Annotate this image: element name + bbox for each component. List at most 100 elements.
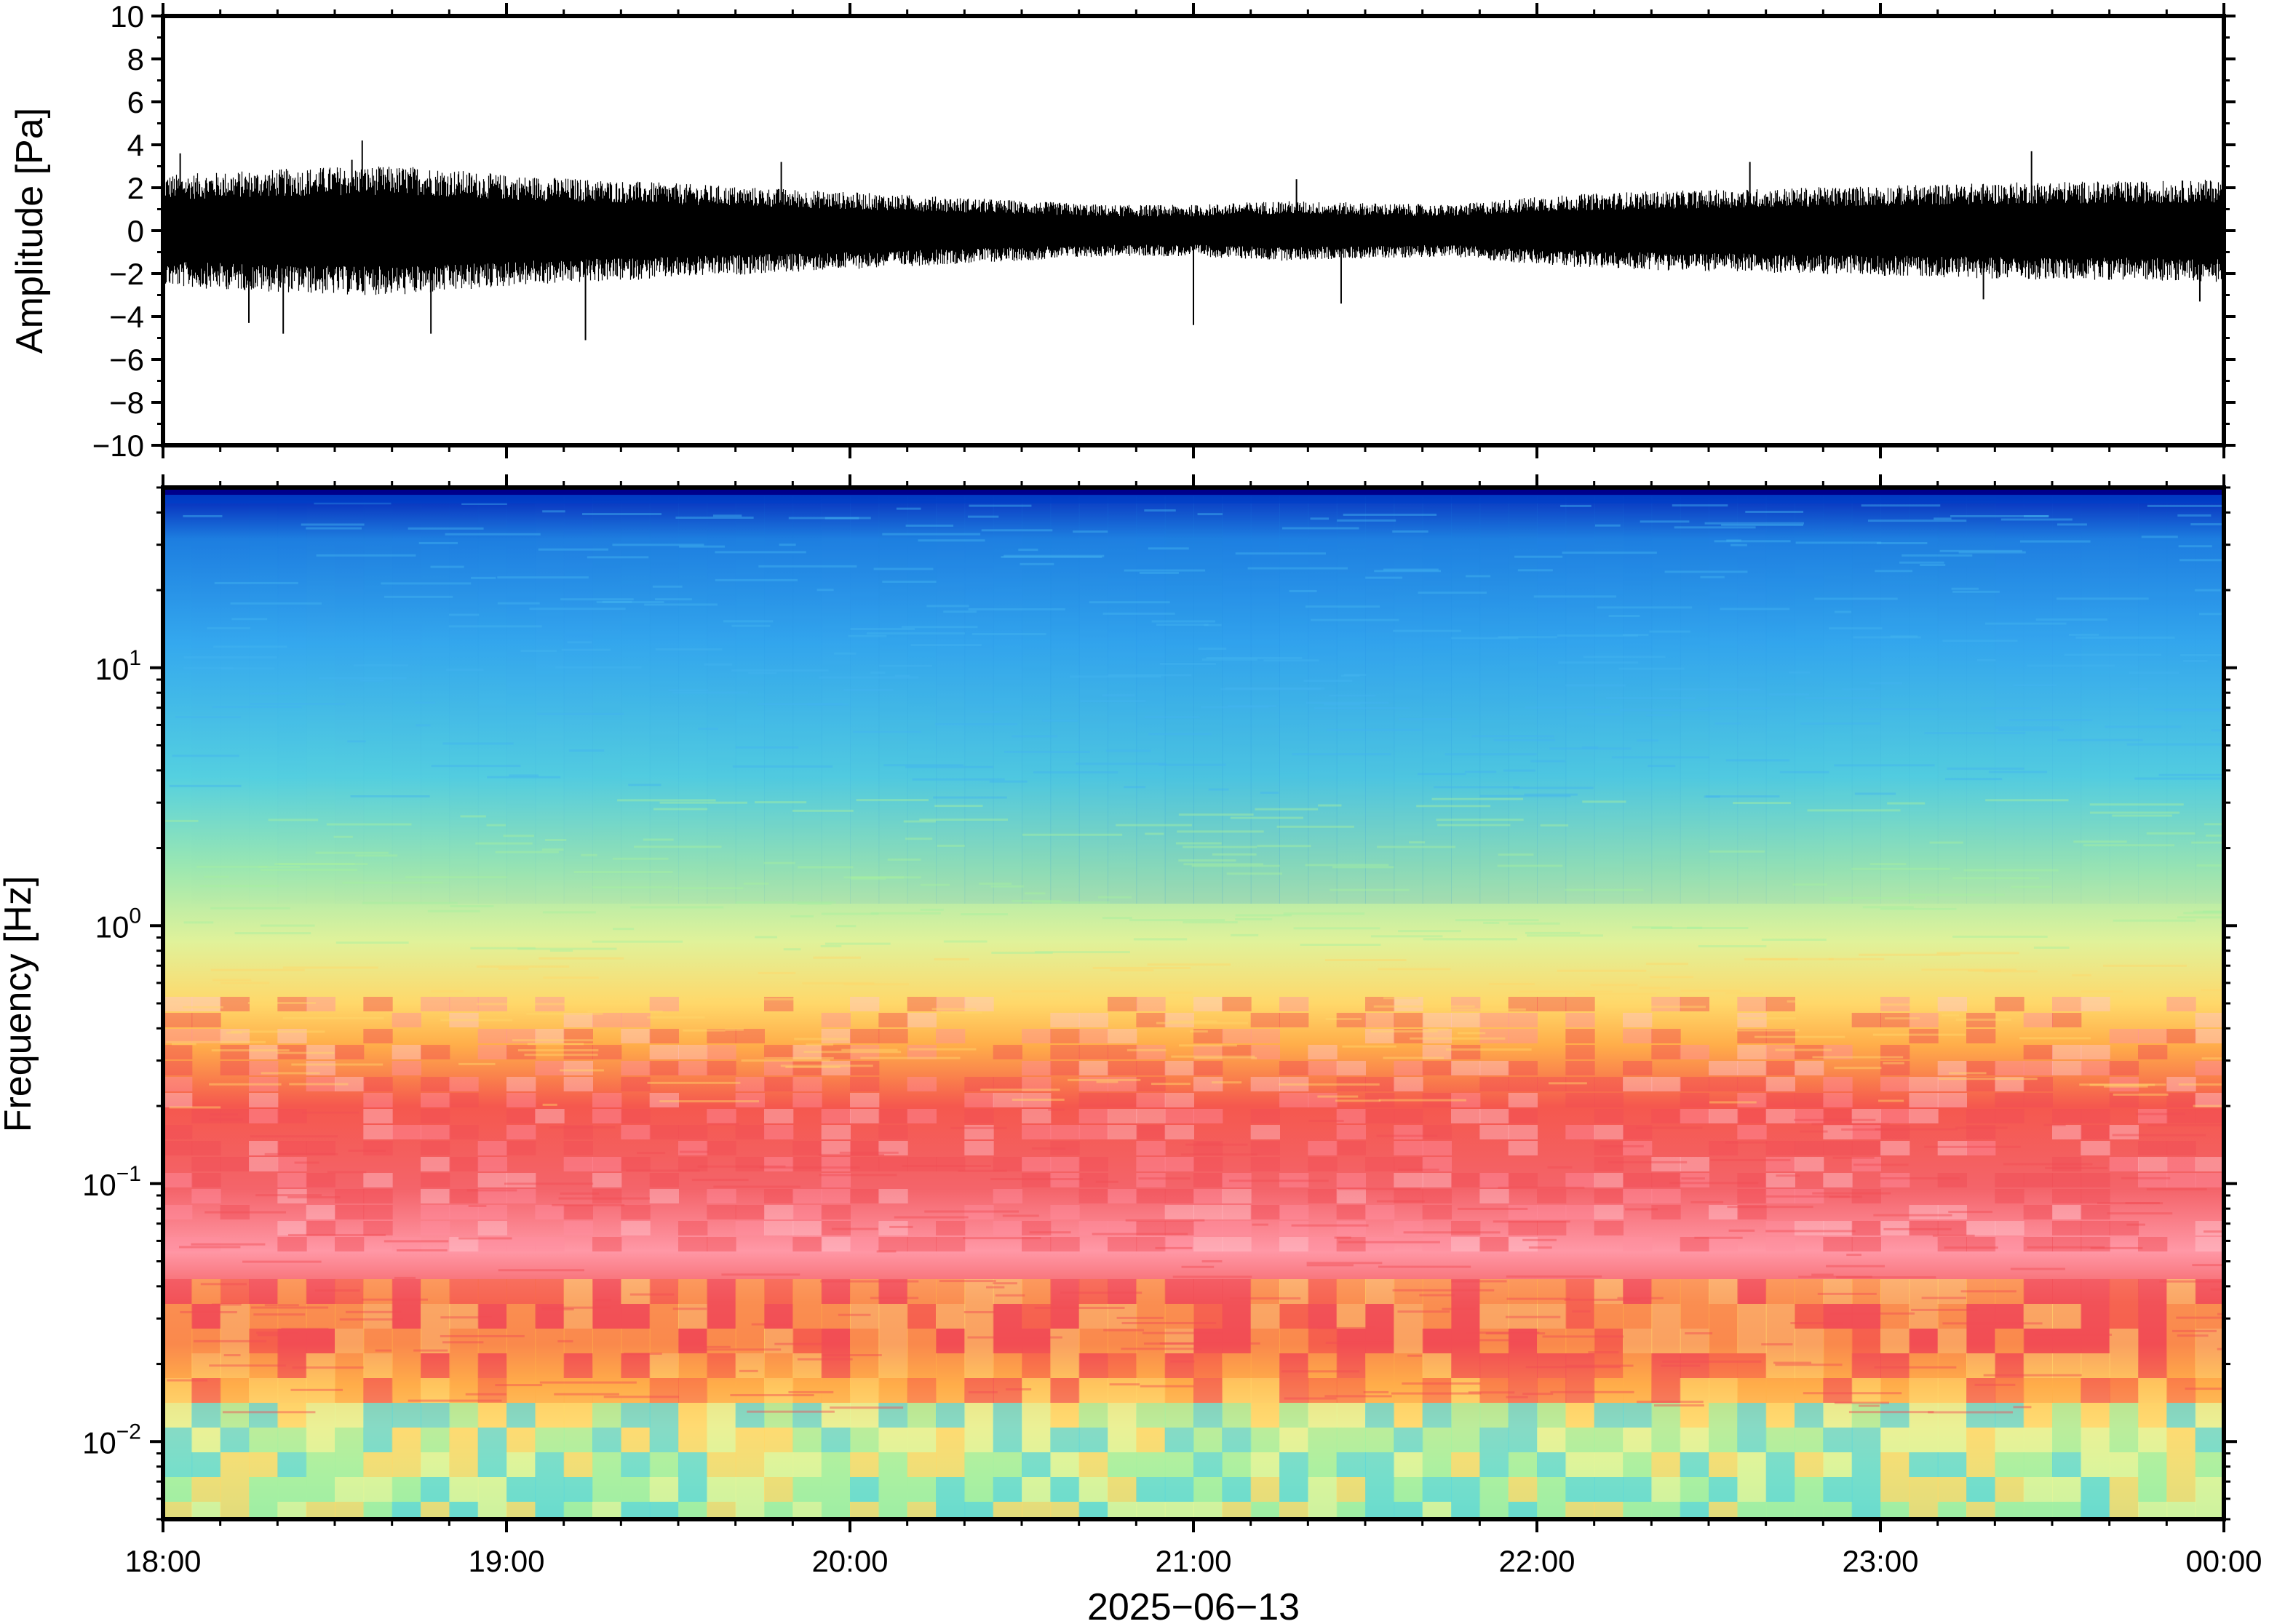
spectrogram-streak xyxy=(1794,1118,1876,1121)
spectrogram-cell-peakband xyxy=(2166,1029,2196,1043)
spectrogram-streak xyxy=(866,632,965,635)
spectrogram-cell-midfreq xyxy=(1537,1353,1567,1378)
spectrogram-streak xyxy=(924,1210,1019,1213)
spectrogram-streak xyxy=(1829,896,1926,899)
spectrogram-streak xyxy=(1497,864,1563,867)
spectrogram-column-hf xyxy=(1823,496,1853,904)
spectrogram-cell-lowfreq xyxy=(335,1477,365,1502)
spectrogram-cell-peakband xyxy=(1222,997,1252,1011)
spectrogram-streak xyxy=(603,1396,680,1398)
spectrogram-cell-peakband xyxy=(2081,1221,2110,1235)
spectrogram-cell-lowfreq xyxy=(1795,1428,1824,1452)
spectrogram-cell-lowfreq xyxy=(1851,1477,1881,1502)
spectrogram-streak xyxy=(995,1294,1025,1297)
spectrogram-cell-midfreq xyxy=(1078,1329,1108,1353)
spectrogram-cell-lowfreq xyxy=(2052,1477,2082,1502)
spectrogram-cell-midfreq xyxy=(1222,1378,1252,1403)
spectrogram-streak xyxy=(785,1066,841,1069)
spectrogram-cell-peakband xyxy=(449,1077,479,1091)
spectrogram-cell-peakband xyxy=(1078,1029,1108,1043)
spectrogram-cell-midfreq xyxy=(1308,1279,1338,1304)
spectrogram-streak xyxy=(747,1410,835,1413)
spectrogram-cell-midfreq xyxy=(563,1329,593,1353)
spectrogram-streak xyxy=(1960,1290,2016,1293)
spectrogram-streak xyxy=(1376,1200,1425,1203)
spectrogram-column-hf xyxy=(191,496,220,904)
spectrogram-cell-peakband xyxy=(421,1157,450,1171)
spectrogram-cell-lowfreq xyxy=(707,1403,736,1428)
spectrogram-cell-peakband xyxy=(821,1141,851,1155)
spectrogram-column-hf xyxy=(277,496,306,904)
spectrogram-cell-lowfreq xyxy=(1709,1477,1738,1502)
spectrogram-cell-midfreq xyxy=(1108,1304,1137,1329)
spectrogram-cell-peakband xyxy=(2195,1029,2224,1043)
spectrogram-cell-peakband xyxy=(277,1237,307,1251)
spectrogram-cell-peakband xyxy=(1937,1173,1967,1187)
spectrogram-cell-lowfreq xyxy=(1765,1477,1795,1502)
spectrogram-streak xyxy=(1812,1192,1891,1195)
spectrogram-cell-peakband xyxy=(1336,1077,1366,1091)
spectrogram-streak xyxy=(1143,1342,1233,1345)
spectrogram-cell-lowfreq xyxy=(1078,1428,1108,1452)
spectrogram-cell-peakband xyxy=(2109,1221,2139,1235)
spectrogram-cell-peakband xyxy=(936,1029,966,1043)
spectrogram-cell-midfreq xyxy=(678,1329,708,1353)
spectrogram-cell-midfreq xyxy=(392,1329,421,1353)
spectrogram-cell-peakband xyxy=(2195,1173,2224,1187)
spectrogram-cell-peakband xyxy=(1078,1157,1108,1171)
spectrogram-streak xyxy=(1140,1385,1194,1388)
spectrogram-streak xyxy=(943,610,977,613)
spectrogram-streak xyxy=(1398,717,1457,720)
spectrogram-streak xyxy=(1761,1343,1793,1346)
spectrogram-cell-peakband xyxy=(191,1237,221,1251)
spectrogram-cell-midfreq xyxy=(535,1378,565,1403)
spectrogram-streak xyxy=(2141,536,2178,538)
spectrogram-streak xyxy=(830,1406,904,1409)
spectrogram-cell-peakband xyxy=(306,997,335,1011)
spectrogram-column-hf xyxy=(1651,496,1681,904)
spectrogram-cell-midfreq xyxy=(1136,1329,1166,1353)
spectrogram-streak xyxy=(757,703,843,706)
spectrogram-cell-lowfreq xyxy=(735,1452,765,1477)
spectrogram-streak xyxy=(1841,1128,1891,1131)
spectrogram-cell-midfreq xyxy=(2195,1378,2224,1403)
spectrogram-cell-peakband xyxy=(850,1029,880,1043)
spectrogram-cell-midfreq xyxy=(1279,1329,1309,1353)
spectrogram-streak xyxy=(1557,634,1639,637)
spectrogram-streak xyxy=(1325,1018,1362,1021)
spectrogram-streak xyxy=(302,1111,359,1114)
spectrogram-cell-peakband xyxy=(1136,1013,1166,1027)
spectrogram-streak xyxy=(2003,1163,2093,1166)
spectrogram-cell-peakband xyxy=(1451,1093,1481,1107)
spectrogram-streak xyxy=(1431,797,1524,800)
spectrogram-cell-lowfreq xyxy=(535,1403,565,1428)
spectrogram-cell-peakband xyxy=(1193,1045,1223,1059)
spectrogram-cell-midfreq xyxy=(1508,1329,1538,1353)
spectrogram-streak xyxy=(587,556,649,559)
spectrogram-streak xyxy=(561,648,611,651)
waveform-y-tick-label: 2 xyxy=(127,171,144,205)
spectrogram-streak xyxy=(1533,595,1617,598)
spectrogram-streak xyxy=(703,1345,731,1348)
spectrogram-streak xyxy=(2126,743,2224,746)
spectrogram-streak xyxy=(538,548,609,551)
spectrogram-cell-midfreq xyxy=(592,1378,622,1403)
spectrogram-streak xyxy=(788,1390,834,1393)
spectrogram-cell-lowfreq xyxy=(1737,1428,1767,1452)
spectrogram-cell-peakband xyxy=(1823,1221,1853,1235)
spectrogram-streak xyxy=(1687,926,1703,929)
spectrogram-streak xyxy=(1875,1128,1958,1131)
spectrogram-streak xyxy=(1126,1048,1167,1051)
spectrogram-streak xyxy=(1332,866,1394,869)
spectrogram-streak xyxy=(581,853,597,856)
spectrogram-streak xyxy=(979,882,1012,885)
spectrogram-streak xyxy=(934,805,983,808)
spectrogram-streak xyxy=(1557,969,1647,972)
spectrogram-streak xyxy=(912,778,1005,781)
spectrogram-cell-peakband xyxy=(707,1141,736,1155)
spectrogram-streak xyxy=(230,602,322,605)
spectrogram-cell-peakband xyxy=(1136,1237,1166,1251)
spectrogram-heatmap xyxy=(163,487,2224,1519)
spectrogram-cell-peakband xyxy=(421,1109,450,1123)
spectrogram-cell-peakband xyxy=(964,1109,994,1123)
